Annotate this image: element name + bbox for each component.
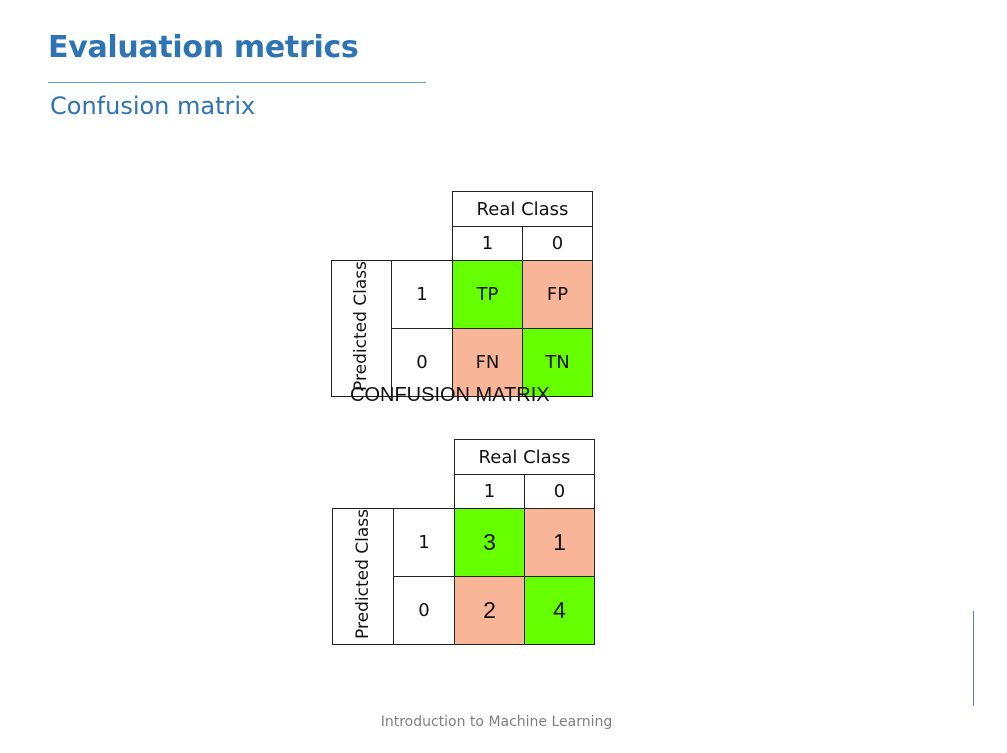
cell-false-positive: FP	[522, 260, 593, 329]
predicted-class-0-label: 0	[391, 327, 453, 397]
real-class-0-label: 0	[522, 226, 593, 261]
real-class-0-label: 0	[524, 474, 595, 509]
cell-true-positive: TP	[452, 260, 523, 329]
predicted-class-0-label: 0	[393, 575, 455, 645]
cell-false-negative-count: 2	[454, 575, 525, 645]
confusion-matrix-symbolic: Real Class 1 0 Predicted Class 1 TP FP 0…	[331, 191, 593, 397]
cell-false-positive-count: 1	[524, 508, 595, 577]
predicted-class-header: Predicted Class	[331, 260, 392, 397]
slide-footer: Introduction to Machine Learning	[380, 714, 613, 730]
slide-title: Evaluation metrics	[48, 30, 359, 65]
slide-subtitle: Confusion matrix	[50, 92, 256, 120]
real-class-header: Real Class	[452, 191, 593, 227]
confusion-matrix-caption: CONFUSION MATRIX	[350, 384, 550, 406]
cell-true-negative-count: 4	[524, 575, 595, 645]
cell-false-negative: FN	[452, 327, 523, 397]
predicted-class-1-label: 1	[391, 260, 453, 329]
real-class-1-label: 1	[454, 474, 525, 509]
predicted-class-label: Predicted Class	[351, 261, 371, 391]
title-underline	[48, 82, 426, 83]
predicted-class-1-label: 1	[393, 508, 455, 577]
side-divider	[973, 611, 974, 706]
confusion-matrix-example: Real Class 1 0 Predicted Class 1 3 1 0 2…	[332, 439, 595, 645]
real-class-1-label: 1	[452, 226, 523, 261]
predicted-class-label: Predicted Class	[352, 509, 373, 639]
predicted-class-header: Predicted Class	[332, 508, 394, 645]
cell-true-negative: TN	[522, 327, 593, 397]
real-class-header: Real Class	[454, 439, 595, 475]
cell-true-positive-count: 3	[454, 508, 525, 577]
